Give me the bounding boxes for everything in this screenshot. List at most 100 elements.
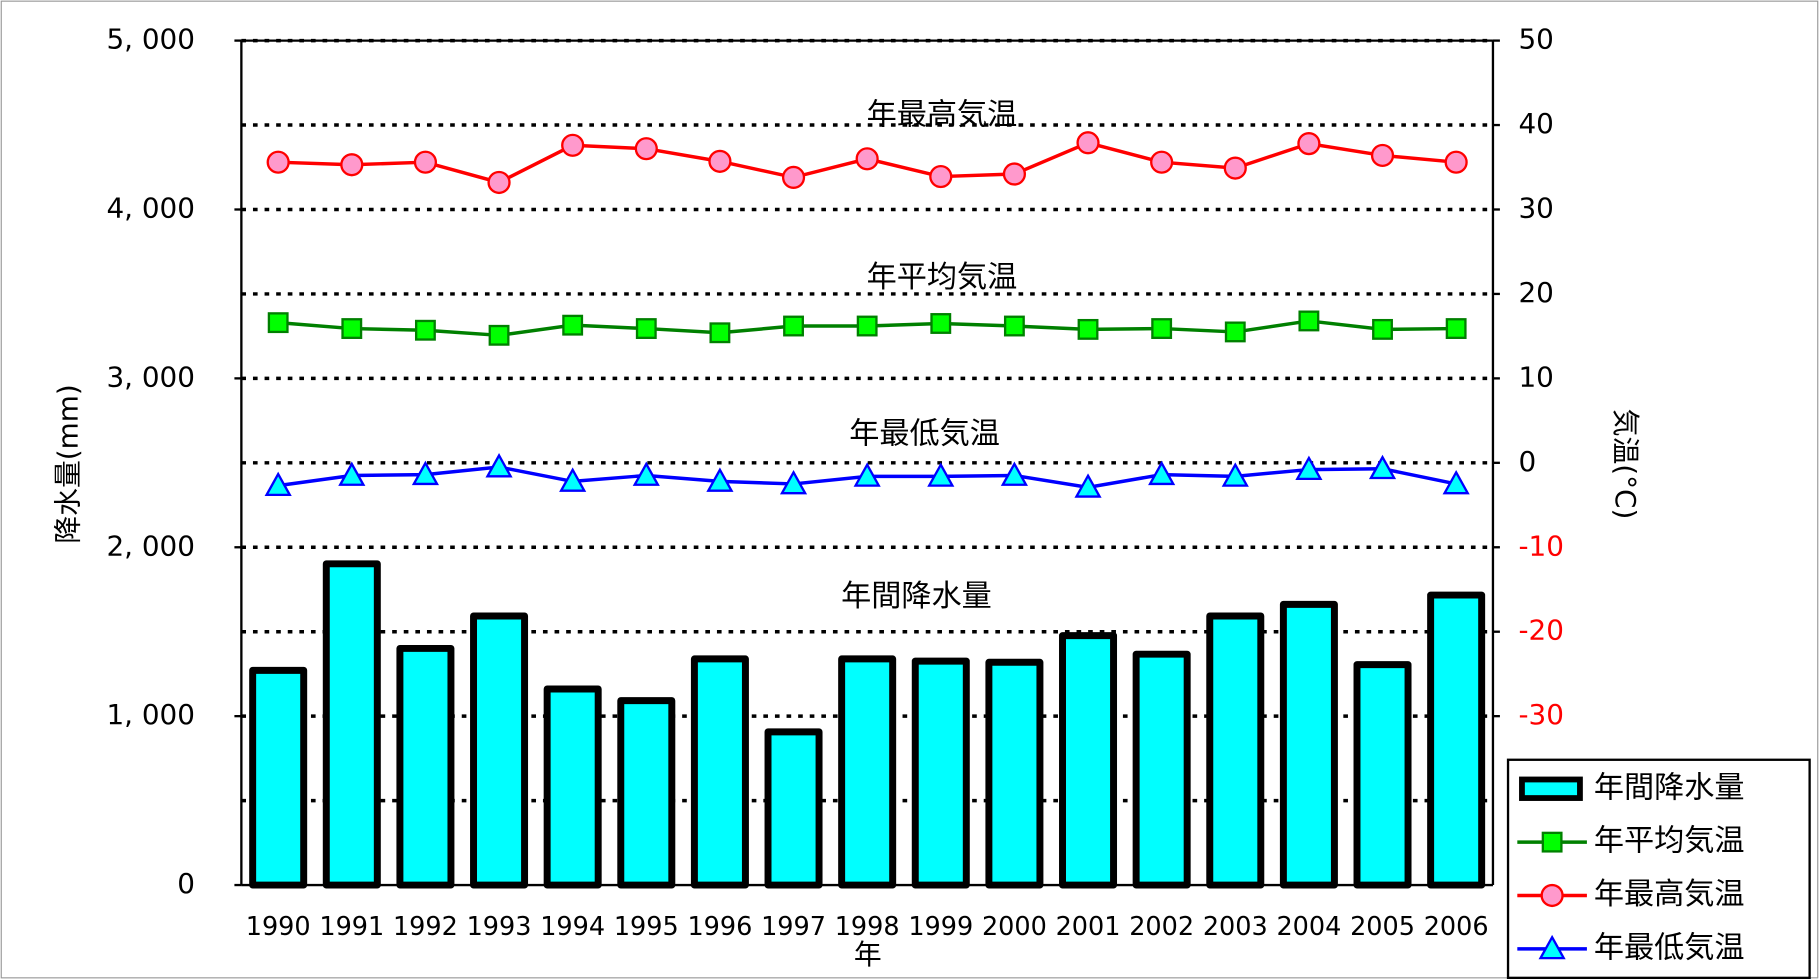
marker xyxy=(1295,455,1323,481)
bar xyxy=(1059,632,1118,889)
marker xyxy=(1372,318,1393,340)
marker xyxy=(1370,143,1395,168)
marker xyxy=(1151,318,1173,339)
marker xyxy=(1076,131,1100,155)
marker xyxy=(562,314,584,336)
x-tick-label: 1994 xyxy=(540,912,605,942)
bar xyxy=(617,697,676,889)
marker xyxy=(1445,318,1467,339)
bar xyxy=(1132,650,1191,889)
x-tick-label: 1993 xyxy=(467,912,532,942)
marker xyxy=(413,150,438,174)
marker xyxy=(1541,831,1563,853)
marker xyxy=(1221,462,1249,487)
marker xyxy=(1538,934,1566,960)
marker xyxy=(1224,321,1246,343)
y-tick-label: 2, 000 xyxy=(106,529,195,562)
bar xyxy=(690,655,749,889)
legend-label: 年間降水量 xyxy=(1594,770,1745,805)
marker xyxy=(559,467,587,492)
marker xyxy=(488,324,510,346)
legend-label: 年平均気温 xyxy=(1594,824,1745,859)
x-tick-label: 2001 xyxy=(1056,912,1121,942)
marker xyxy=(487,170,511,195)
marker xyxy=(1368,454,1397,480)
marker xyxy=(338,461,366,486)
x-tick-label: 1997 xyxy=(761,912,826,942)
y2-axis-label: 気温(°C) xyxy=(1609,409,1642,520)
bar xyxy=(764,728,823,889)
x-tick-label: 1995 xyxy=(614,912,679,942)
marker xyxy=(930,313,952,334)
bar xyxy=(543,685,602,889)
marker xyxy=(783,315,804,337)
marker xyxy=(1297,132,1321,156)
legend-swatch xyxy=(1519,776,1583,801)
y-axis-label: 降水量(mm) xyxy=(52,384,85,543)
y2-tick-label: -30 xyxy=(1518,698,1563,731)
x-tick-label: 1990 xyxy=(246,912,311,942)
annotation: 年最高気温 xyxy=(867,97,1018,132)
marker xyxy=(708,149,732,173)
x-tick-label: 1991 xyxy=(319,912,384,942)
marker xyxy=(1540,883,1564,908)
marker xyxy=(1077,318,1099,340)
y2-tick-label: 40 xyxy=(1518,107,1553,140)
x-tick-label: 2004 xyxy=(1276,912,1341,942)
marker xyxy=(706,467,734,492)
marker xyxy=(1148,460,1176,486)
marker xyxy=(1003,315,1025,337)
annotation: 年間降水量 xyxy=(841,579,992,614)
x-tick-label: 1999 xyxy=(908,912,973,942)
marker xyxy=(781,165,806,189)
marker xyxy=(635,318,657,339)
y-tick-label: 0 xyxy=(177,867,195,900)
marker xyxy=(411,460,439,486)
marker xyxy=(340,153,364,177)
annotation: 年最低気温 xyxy=(849,416,1000,451)
bar xyxy=(1427,591,1486,889)
bar xyxy=(470,612,529,889)
marker xyxy=(1444,150,1468,174)
marker xyxy=(341,318,363,339)
y-tick-label: 1, 000 xyxy=(106,698,195,731)
bar xyxy=(249,666,308,889)
y2-tick-label: -10 xyxy=(1518,529,1563,562)
y2-tick-label: 0 xyxy=(1518,445,1536,478)
marker xyxy=(632,461,660,486)
marker xyxy=(1074,473,1102,498)
annotation: 年平均気温 xyxy=(867,260,1018,295)
bar xyxy=(1353,661,1412,889)
marker xyxy=(1442,469,1470,495)
x-tick-label: 2003 xyxy=(1203,912,1268,942)
legend-label: 年最高気温 xyxy=(1594,877,1745,912)
x-tick-label: 2005 xyxy=(1350,912,1415,942)
marker xyxy=(1000,461,1028,486)
marker xyxy=(1298,310,1320,332)
x-tick-label: 2002 xyxy=(1129,912,1194,942)
x-tick-label: 1996 xyxy=(687,912,752,942)
bar xyxy=(985,658,1044,889)
marker xyxy=(709,322,731,344)
legend-label: 年最低気温 xyxy=(1594,930,1745,965)
marker xyxy=(264,471,292,497)
x-tick-label: 1992 xyxy=(393,912,458,942)
y2-tick-label: 10 xyxy=(1518,360,1553,393)
marker xyxy=(634,137,658,161)
marker xyxy=(267,312,289,334)
marker xyxy=(266,150,290,174)
marker xyxy=(414,319,436,341)
bar xyxy=(396,644,455,889)
marker xyxy=(856,315,878,337)
y2-tick-label: 20 xyxy=(1518,276,1553,309)
marker xyxy=(1002,162,1027,186)
y2-tick-label: 30 xyxy=(1518,191,1553,224)
marker xyxy=(779,469,808,495)
marker xyxy=(929,164,953,189)
y-tick-label: 3, 000 xyxy=(106,360,195,393)
bar xyxy=(322,560,381,889)
bar xyxy=(911,657,970,889)
marker xyxy=(927,462,955,487)
y2-tick-label: 50 xyxy=(1518,23,1553,56)
